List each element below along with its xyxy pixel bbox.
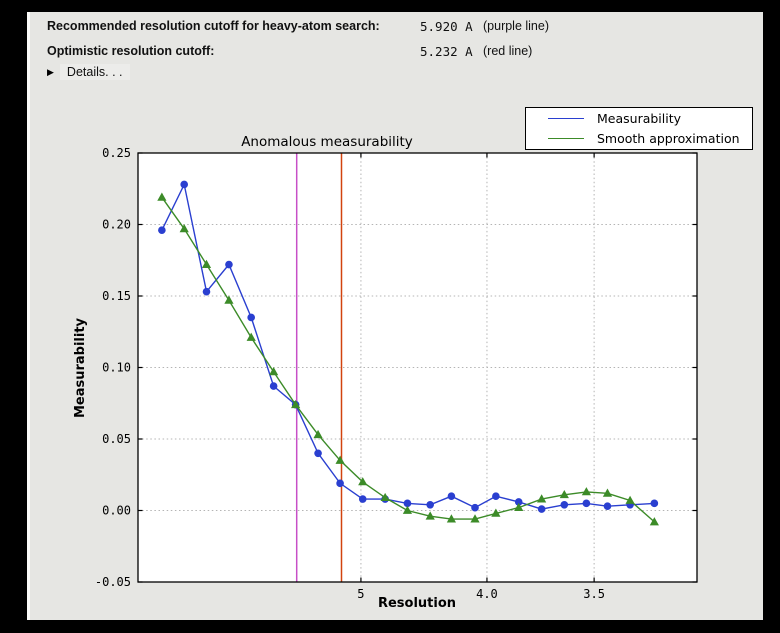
chart-legend: Measurability Smooth approximation <box>525 107 753 150</box>
legend-label: Measurability <box>597 111 682 127</box>
svg-text:0.10: 0.10 <box>102 361 131 375</box>
results-panel: Recommended resolution cutoff for heavy-… <box>27 12 763 620</box>
chart-title: Anomalous measurability <box>241 134 413 150</box>
recommended-cutoff-note: (purple line) <box>483 19 550 33</box>
legend-item-smooth-approximation: Smooth approximation <box>526 129 752 147</box>
recommended-cutoff-row: Recommended resolution cutoff for heavy-… <box>27 19 763 37</box>
legend-line-sample <box>548 137 584 139</box>
svg-text:0.20: 0.20 <box>102 218 131 232</box>
details-disclosure[interactable]: ▶ Details. . . <box>47 64 130 80</box>
optimistic-cutoff-note: (red line) <box>483 44 533 58</box>
svg-text:0.25: 0.25 <box>102 146 131 160</box>
x-axis-label: Resolution <box>378 596 456 611</box>
legend-line-sample <box>548 118 584 120</box>
details-label[interactable]: Details. . . <box>59 64 130 80</box>
svg-text:4.0: 4.0 <box>476 587 498 601</box>
panel-left-edge <box>27 12 30 620</box>
recommended-cutoff-value: 5.920 A <box>420 19 473 34</box>
disclosure-triangle-icon[interactable]: ▶ <box>47 66 54 77</box>
legend-label: Smooth approximation <box>597 130 740 146</box>
svg-text:3.5: 3.5 <box>583 587 605 601</box>
svg-text:0.05: 0.05 <box>102 432 131 446</box>
svg-text:0.00: 0.00 <box>102 504 131 518</box>
svg-text:5: 5 <box>357 587 364 601</box>
y-axis-label: Measurability <box>73 317 88 418</box>
svg-text:-0.05: -0.05 <box>95 575 131 589</box>
legend-item-measurability: Measurability <box>526 110 752 128</box>
recommended-cutoff-label: Recommended resolution cutoff for heavy-… <box>47 19 380 33</box>
optimistic-cutoff-value: 5.232 A <box>420 44 473 59</box>
svg-text:0.15: 0.15 <box>102 289 131 303</box>
optimistic-cutoff-label: Optimistic resolution cutoff: <box>47 44 215 58</box>
chart-svg: 0.25 0.20 0.15 0.10 0.05 0.00 -0.05 5 4.0 3.5 Ano… <box>73 134 698 611</box>
optimistic-cutoff-row: Optimistic resolution cutoff: 5.232 A (r… <box>27 44 763 62</box>
